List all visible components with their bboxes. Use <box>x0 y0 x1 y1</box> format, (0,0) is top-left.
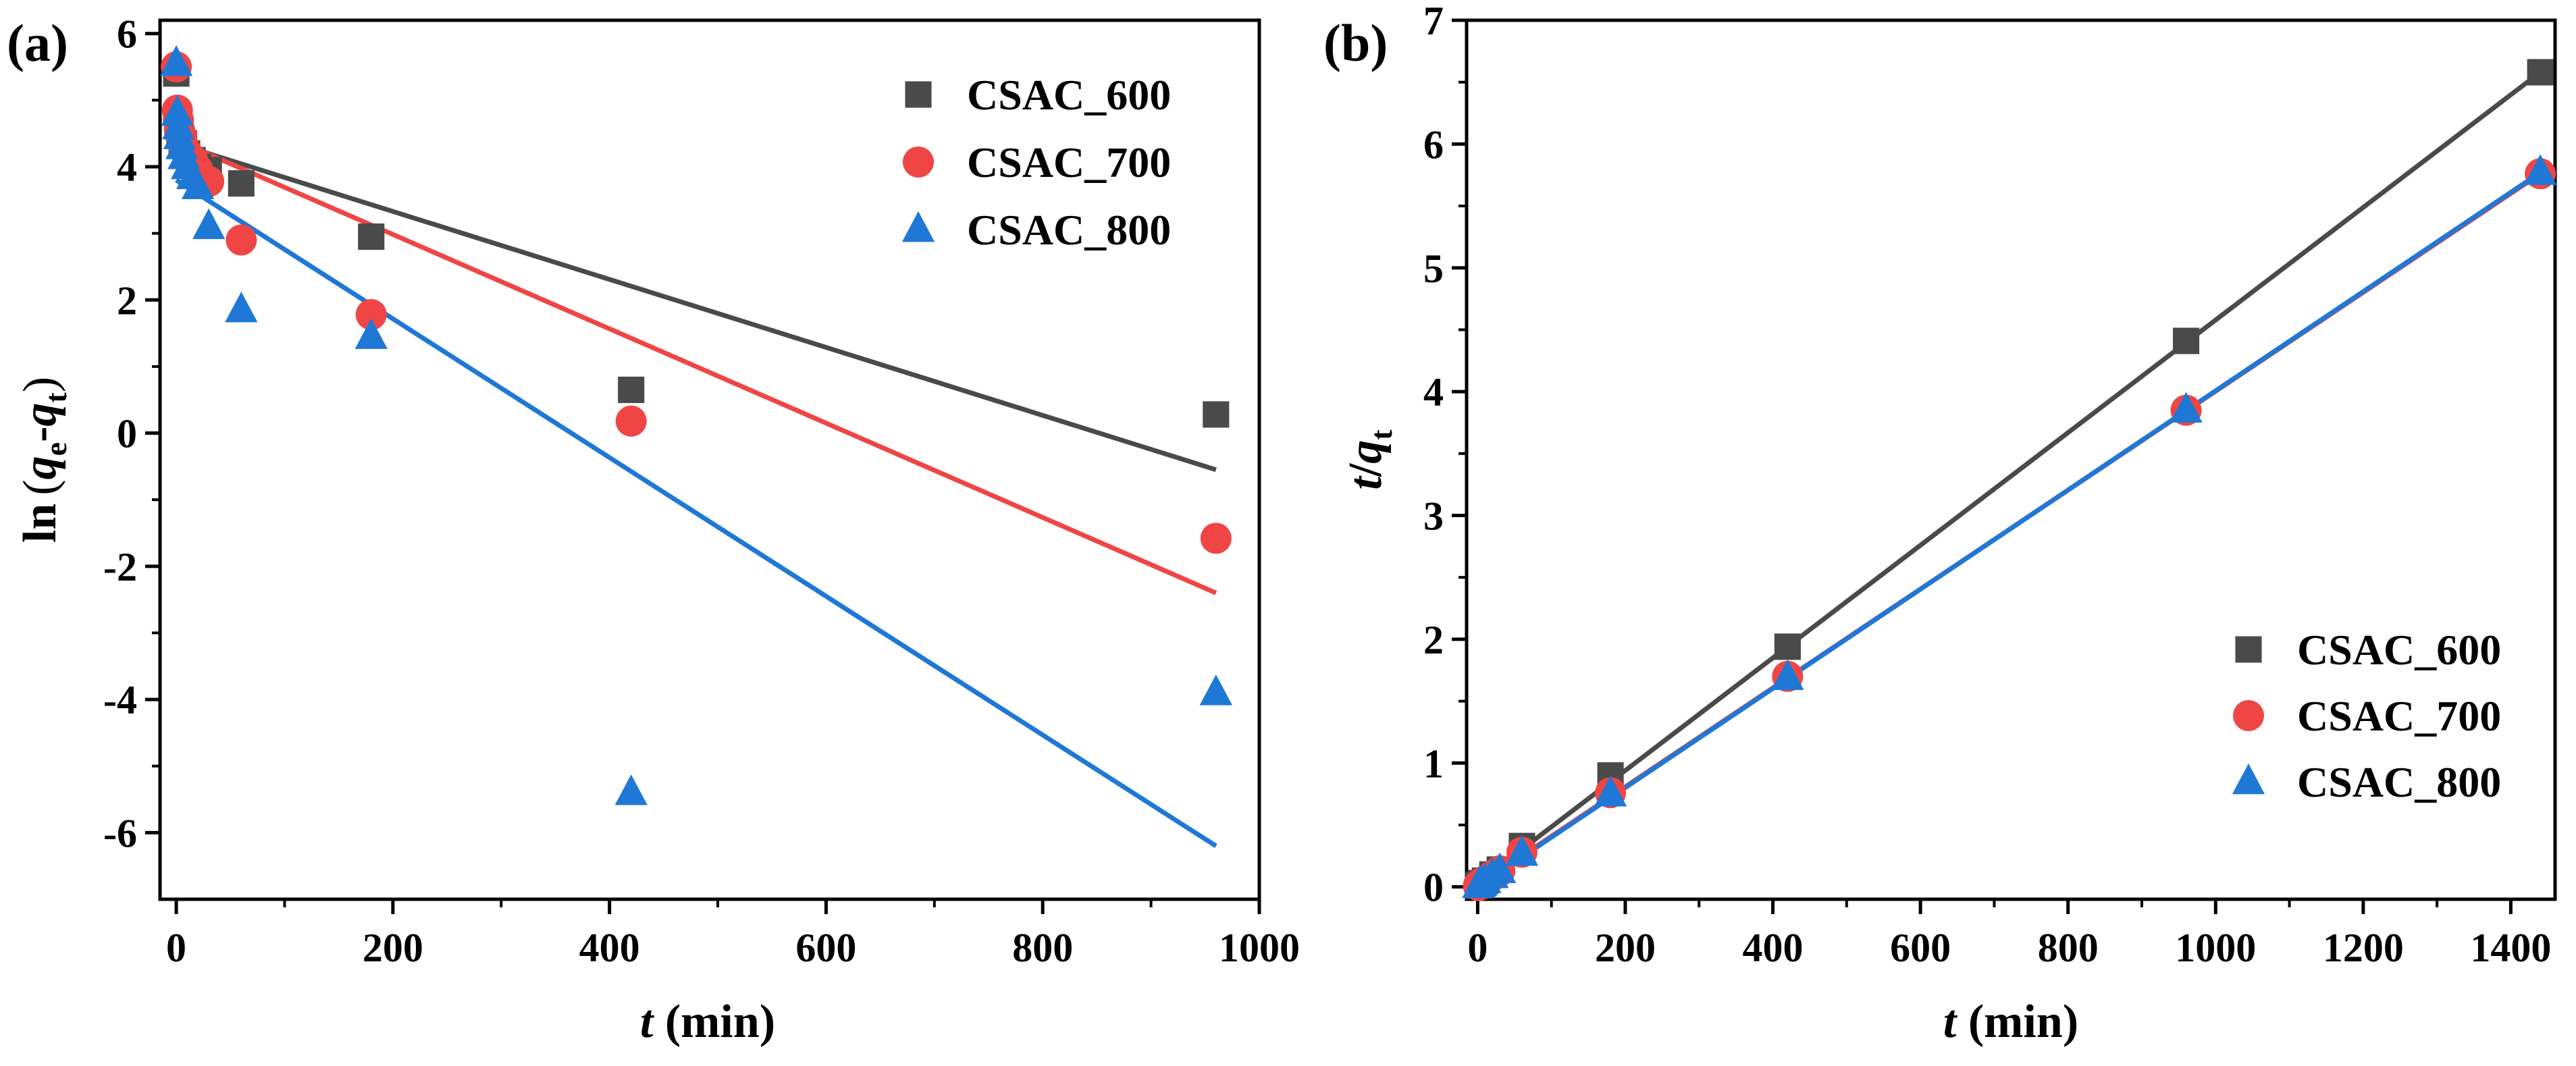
panel-a-point-csac-800 <box>1199 674 1232 705</box>
panel-b-fit-lines <box>1476 70 2542 889</box>
panel-a-y-tick-label: 0 <box>117 412 137 456</box>
panel-a-plot-frame <box>158 18 1261 901</box>
panel-b-x-tick-label: 1200 <box>2323 926 2404 970</box>
panel-a-y-tick-label: 2 <box>117 278 137 323</box>
panel-a-legend: CSAC_600 CSAC_700 CSAC_800 <box>901 71 1171 254</box>
panel-b-x-tick-label: 1000 <box>2175 926 2256 970</box>
panel-a-legend-label: CSAC_700 <box>967 138 1171 186</box>
panel-a-points <box>159 45 1232 805</box>
panel-a-fit-line-csac-600 <box>176 141 1217 473</box>
panel-b-legend-marker <box>2232 763 2265 795</box>
panel-a-point-csac-800 <box>225 291 258 323</box>
panel-b-y-tick-label: 0 <box>1423 865 1444 910</box>
panel-b-legend-marker <box>2233 700 2264 731</box>
panel-a-y-tick-label: -4 <box>103 678 137 722</box>
panel-b-y-tick-label: 3 <box>1423 494 1444 539</box>
panel-b-y-tick-label: 4 <box>1423 370 1444 415</box>
panel-b-ticks: 0 200 400 600 800 1000 1200 1400 0 1 2 3 4 5 6 7 <box>1423 0 2551 970</box>
panel-a-point-csac-600 <box>228 170 255 197</box>
panel-b-point-csac-800 <box>1771 659 1804 691</box>
panel-b-y-axis-label: t/qt <box>1340 429 1398 490</box>
panel-a-point-csac-600 <box>618 376 645 403</box>
panel-a-point-csac-700 <box>615 405 647 437</box>
panel-b-y-tick-label: 2 <box>1423 618 1444 662</box>
panel-a-label: (a) <box>7 14 68 72</box>
panel-a-point-csac-600 <box>1203 401 1230 428</box>
panel-b-label: (b) <box>1323 14 1388 72</box>
panel-a-point-csac-700 <box>355 298 387 330</box>
panel-a-point-csac-600 <box>358 223 385 250</box>
panel-b-x-axis-label: t (min) <box>1943 996 2078 1048</box>
panel-a-point-csac-700 <box>1200 523 1232 554</box>
panel-b-y-tick-label: 1 <box>1423 741 1444 786</box>
panel-b-legend-label: CSAC_700 <box>2297 692 2501 740</box>
panel-b-point-csac-800 <box>1505 835 1539 866</box>
panel-b-point-csac-800 <box>2523 154 2557 185</box>
panel-a-x-tick-label: 400 <box>579 926 640 970</box>
panel-a-legend-label: CSAC_600 <box>967 71 1171 119</box>
panel-b-point-csac-600 <box>2173 327 2200 354</box>
panel-a-point-csac-800 <box>161 95 194 126</box>
panel-a-point-csac-700 <box>226 224 257 256</box>
panel-b-x-tick-label: 0 <box>1467 926 1488 970</box>
panel-a-x-tick-label: 200 <box>363 926 423 970</box>
panel-a-legend-marker <box>905 81 932 108</box>
panel-b-legend: CSAC_600 CSAC_700 CSAC_800 <box>2232 626 2501 806</box>
panel-b-legend-label: CSAC_800 <box>2297 758 2501 806</box>
panel-b-point-csac-800 <box>2170 392 2203 423</box>
panel-a-legend-marker <box>901 211 935 242</box>
panel-b-chart: (b) 0 200 400 600 800 1000 1200 1400 0 1 2 3 4 5 6 7 CS… <box>1323 0 2557 1048</box>
panel-a-point-csac-800 <box>614 774 648 805</box>
panel-b-x-tick-label: 1400 <box>2470 926 2551 970</box>
panel-a-chart: (a) 0 200 400 600 800 1000 -6 -4 -2 0 2 4 6 CSAC_600… <box>7 12 1300 1048</box>
panel-b-y-tick-label: 6 <box>1423 122 1444 167</box>
panel-a-x-tick-label: 0 <box>166 926 186 970</box>
panel-b-x-tick-label: 600 <box>1890 926 1951 970</box>
panel-b-legend-label: CSAC_600 <box>2297 626 2501 674</box>
panel-a-fit-lines <box>175 138 1217 849</box>
panel-b-point-csac-800 <box>1594 776 1627 807</box>
panel-a-y-tick-label: 6 <box>117 12 137 57</box>
panel-a-y-tick-label: -2 <box>103 545 137 589</box>
panel-b-x-tick-label: 800 <box>2038 926 2099 970</box>
panel-a-point-csac-800 <box>159 45 193 76</box>
panel-a-fit-line-csac-700 <box>175 138 1217 595</box>
panel-b-x-tick-label: 200 <box>1595 926 1656 970</box>
panel-b-x-tick-label: 400 <box>1743 926 1804 970</box>
panel-a-legend-label: CSAC_800 <box>967 206 1171 254</box>
panel-a-x-tick-label: 600 <box>795 926 856 970</box>
panel-b-point-csac-600 <box>1774 633 1801 660</box>
panel-a-ticks: 0 200 400 600 800 1000 -6 -4 -2 0 2 4 6 <box>103 12 1300 970</box>
panel-a-legend-marker <box>903 146 934 178</box>
panel-a-point-csac-800 <box>354 318 388 349</box>
panel-b-fit-line-csac-800 <box>1476 170 2542 889</box>
panel-a-fit-line-csac-800 <box>175 178 1217 849</box>
panel-a-x-tick-label: 1000 <box>1219 926 1300 970</box>
panel-b-point-csac-600 <box>2527 59 2554 86</box>
panel-a-point-csac-800 <box>192 208 226 240</box>
panel-a-y-axis-label: ln(qe-qt) <box>14 377 73 543</box>
panel-a-point-csac-800 <box>181 168 215 199</box>
panel-a-y-tick-label: -6 <box>103 811 137 855</box>
panel-b-legend-marker <box>2235 636 2262 663</box>
panel-a-y-tick-label: 4 <box>117 145 137 190</box>
panel-a-x-axis-label: t (min) <box>640 996 775 1048</box>
panel-a-x-tick-label: 800 <box>1012 926 1073 970</box>
panel-b-fit-line-csac-600 <box>1476 70 2542 885</box>
panel-b-plot-frame <box>1465 18 2557 901</box>
panel-b-points <box>1462 59 2557 901</box>
panel-b-y-tick-label: 7 <box>1423 0 1444 43</box>
panel-b-point-csac-800 <box>1483 852 1517 884</box>
panel-b-y-tick-label: 5 <box>1423 246 1444 291</box>
